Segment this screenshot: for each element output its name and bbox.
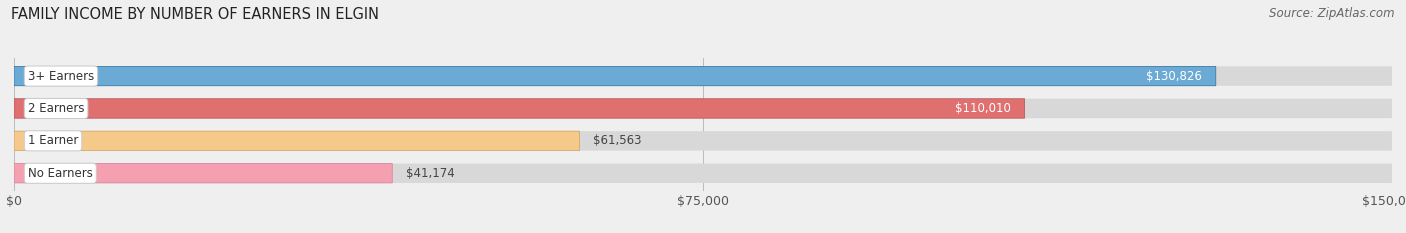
Text: Source: ZipAtlas.com: Source: ZipAtlas.com [1270, 7, 1395, 20]
FancyBboxPatch shape [14, 131, 579, 151]
FancyBboxPatch shape [14, 66, 1392, 86]
FancyBboxPatch shape [14, 164, 392, 183]
Text: $110,010: $110,010 [955, 102, 1011, 115]
FancyBboxPatch shape [14, 99, 1392, 118]
Text: No Earners: No Earners [28, 167, 93, 180]
FancyBboxPatch shape [14, 164, 1392, 183]
FancyBboxPatch shape [14, 66, 1216, 86]
FancyBboxPatch shape [14, 131, 1392, 151]
Text: $61,563: $61,563 [593, 134, 643, 147]
Text: FAMILY INCOME BY NUMBER OF EARNERS IN ELGIN: FAMILY INCOME BY NUMBER OF EARNERS IN EL… [11, 7, 380, 22]
Text: 1 Earner: 1 Earner [28, 134, 79, 147]
FancyBboxPatch shape [14, 99, 1025, 118]
Text: $130,826: $130,826 [1146, 70, 1202, 82]
Text: 2 Earners: 2 Earners [28, 102, 84, 115]
Text: $41,174: $41,174 [406, 167, 454, 180]
Text: 3+ Earners: 3+ Earners [28, 70, 94, 82]
